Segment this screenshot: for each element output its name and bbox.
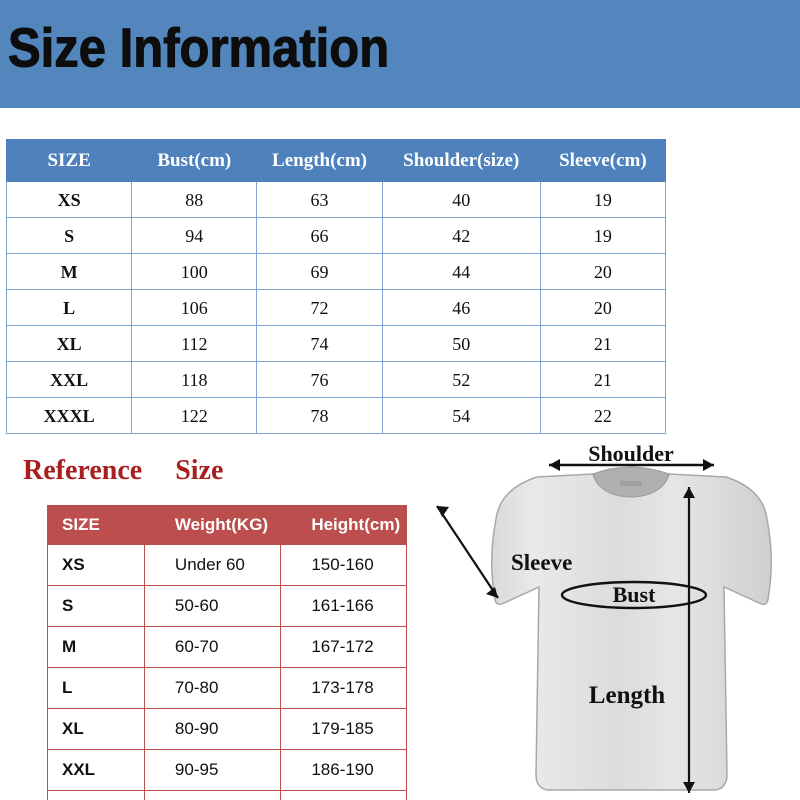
svg-text:Bust: Bust [613,582,656,607]
svg-text:Length: Length [589,682,666,709]
svg-text:Sleeve: Sleeve [511,550,572,575]
svg-text:Shoulder: Shoulder [588,441,674,466]
